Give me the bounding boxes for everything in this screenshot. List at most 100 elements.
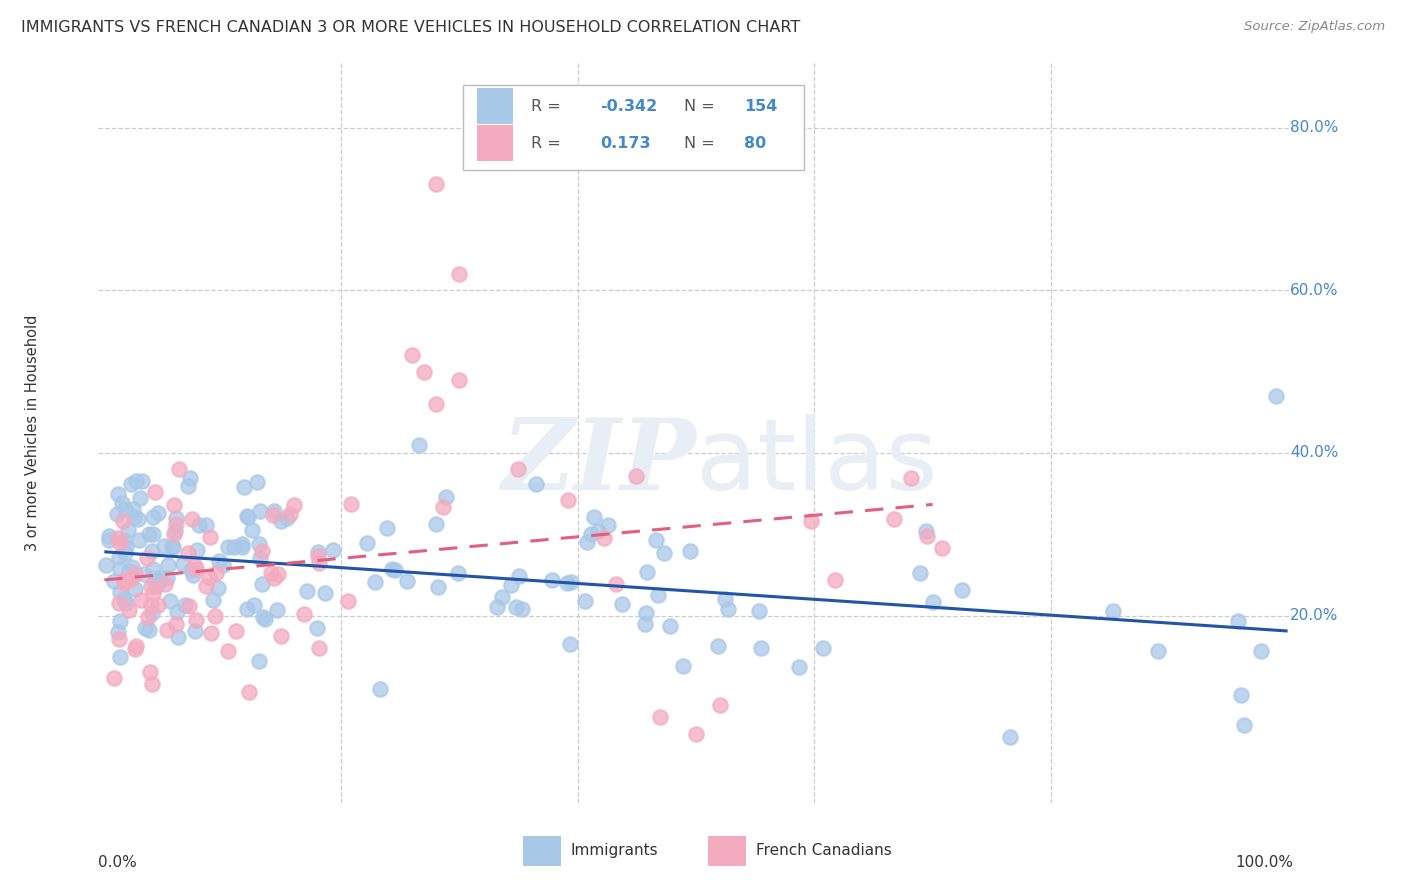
Point: [108, 650, 131, 665]
Point: [624, 469, 647, 483]
Point: [295, 583, 318, 598]
Point: [112, 533, 135, 547]
Point: [98, 533, 121, 547]
Point: [108, 550, 131, 565]
Point: [915, 529, 938, 543]
Point: [914, 524, 936, 538]
Point: [576, 535, 599, 549]
Point: [207, 581, 229, 595]
Point: [276, 511, 298, 525]
Point: [824, 574, 846, 588]
Point: [246, 475, 269, 489]
Point: [94, 558, 117, 572]
Point: [236, 510, 259, 524]
Point: [672, 658, 695, 673]
Point: [505, 600, 527, 615]
Point: [160, 539, 183, 553]
Point: [714, 591, 737, 606]
Point: [262, 508, 284, 522]
Point: [148, 598, 170, 612]
FancyBboxPatch shape: [477, 88, 513, 124]
Point: [114, 575, 136, 590]
Text: R =: R =: [531, 99, 561, 113]
Point: [167, 461, 190, 475]
Point: [139, 579, 162, 593]
Point: [180, 563, 202, 577]
Point: [165, 510, 187, 524]
Point: [1229, 688, 1251, 702]
Point: [252, 543, 274, 558]
Point: [142, 526, 165, 541]
Point: [166, 605, 188, 619]
Text: Immigrants: Immigrants: [571, 844, 658, 858]
Point: [508, 569, 530, 583]
Point: [541, 573, 564, 587]
Point: [139, 665, 162, 680]
Point: [811, 640, 834, 655]
Point: [111, 496, 134, 510]
Point: [141, 606, 163, 620]
Point: [138, 623, 160, 637]
Point: [115, 540, 138, 554]
Point: [108, 614, 131, 628]
Point: [910, 566, 932, 581]
Point: [155, 577, 177, 591]
Point: [1250, 644, 1272, 658]
Point: [205, 566, 228, 580]
Point: [201, 592, 224, 607]
Point: [634, 617, 657, 632]
Text: 100.0%: 100.0%: [1236, 855, 1294, 870]
Point: [198, 530, 221, 544]
Point: [555, 576, 578, 591]
Point: [179, 471, 201, 485]
Point: [707, 639, 730, 653]
Point: [592, 531, 614, 545]
Text: -0.342: -0.342: [600, 99, 658, 113]
Point: [212, 558, 235, 572]
Point: [283, 498, 305, 512]
Point: [294, 607, 316, 622]
Point: [143, 485, 166, 500]
Point: [224, 540, 246, 554]
Point: [557, 493, 579, 508]
Point: [560, 575, 582, 590]
Text: N =: N =: [685, 136, 714, 151]
FancyBboxPatch shape: [477, 126, 513, 161]
Point: [266, 603, 288, 617]
Point: [384, 563, 406, 577]
Point: [235, 508, 257, 523]
Point: [748, 604, 770, 618]
Point: [120, 477, 142, 491]
Point: [364, 574, 387, 589]
Point: [408, 438, 430, 452]
Point: [165, 617, 187, 632]
Point: [134, 622, 156, 636]
Point: [176, 479, 198, 493]
Point: [508, 462, 530, 476]
Point: [136, 610, 159, 624]
Point: [163, 498, 186, 512]
Point: [491, 590, 513, 604]
Point: [156, 558, 179, 573]
Point: [97, 529, 120, 543]
Text: ZIP: ZIP: [501, 414, 696, 510]
Point: [177, 599, 200, 613]
Point: [143, 575, 166, 590]
Point: [800, 514, 823, 528]
Point: [921, 595, 943, 609]
Point: [132, 566, 155, 581]
Point: [412, 365, 434, 379]
Point: [249, 503, 271, 517]
Point: [162, 540, 184, 554]
Point: [1102, 604, 1125, 618]
Point: [172, 557, 194, 571]
Point: [395, 574, 418, 589]
Point: [305, 621, 328, 635]
Point: [647, 588, 669, 602]
Point: [1226, 614, 1249, 628]
Point: [118, 603, 141, 617]
Point: [184, 558, 207, 573]
Point: [112, 591, 135, 606]
Point: [654, 545, 676, 559]
Point: [236, 602, 259, 616]
